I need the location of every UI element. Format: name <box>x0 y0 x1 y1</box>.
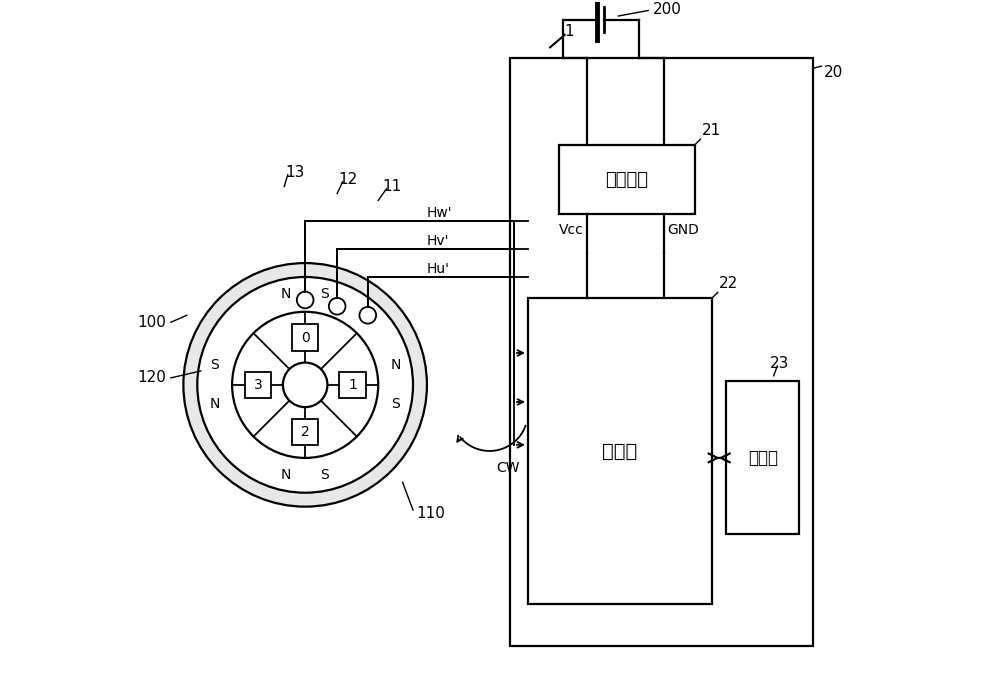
Bar <box>726 381 799 535</box>
Text: 12: 12 <box>338 172 357 187</box>
Text: 20: 20 <box>824 65 843 80</box>
Text: N: N <box>210 397 220 411</box>
Bar <box>559 144 695 214</box>
Text: N: N <box>280 468 291 482</box>
Text: 200: 200 <box>653 1 682 17</box>
Text: 电源电路: 电源电路 <box>605 170 648 188</box>
Text: 1: 1 <box>565 24 574 39</box>
Circle shape <box>283 362 327 407</box>
Circle shape <box>329 298 346 315</box>
Text: 23: 23 <box>770 357 789 371</box>
Text: CW: CW <box>497 461 520 475</box>
Text: 2: 2 <box>301 425 310 439</box>
Circle shape <box>183 263 427 507</box>
Text: 存储部: 存储部 <box>748 449 778 467</box>
Text: Hv': Hv' <box>427 234 449 248</box>
Text: Hw': Hw' <box>427 206 453 220</box>
Bar <box>339 371 366 398</box>
Text: 3: 3 <box>253 378 262 392</box>
Text: 21: 21 <box>702 123 721 138</box>
Text: N: N <box>390 358 401 372</box>
Text: 13: 13 <box>285 165 304 180</box>
Text: 100: 100 <box>137 315 166 329</box>
Text: N: N <box>280 288 291 302</box>
Text: S: S <box>320 468 329 482</box>
Text: 22: 22 <box>719 276 738 291</box>
Bar <box>292 325 318 351</box>
Text: S: S <box>320 288 329 302</box>
Bar <box>510 58 813 646</box>
Circle shape <box>197 277 413 493</box>
Text: 处理部: 处理部 <box>602 441 638 461</box>
Circle shape <box>359 307 376 324</box>
Bar <box>245 371 271 398</box>
Text: S: S <box>391 397 400 411</box>
Text: 120: 120 <box>137 371 166 385</box>
Text: 110: 110 <box>416 506 445 521</box>
Text: 11: 11 <box>383 179 402 194</box>
Bar <box>528 298 712 604</box>
Text: 1: 1 <box>348 378 357 392</box>
Text: S: S <box>210 358 219 372</box>
Text: Hu': Hu' <box>427 262 450 276</box>
Text: 0: 0 <box>301 331 310 345</box>
Circle shape <box>297 292 314 309</box>
Text: Vcc: Vcc <box>559 223 584 237</box>
Circle shape <box>232 312 378 458</box>
Bar <box>292 419 318 445</box>
Text: GND: GND <box>667 223 699 237</box>
